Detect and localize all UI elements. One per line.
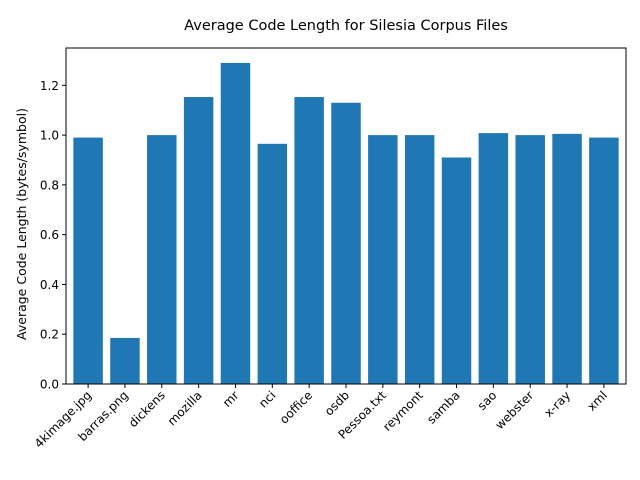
- y-tick-label: 0.8: [40, 178, 59, 192]
- y-axis-label: Average Code Length (bytes/symbol): [14, 108, 29, 340]
- chart-title: Average Code Length for Silesia Corpus F…: [184, 18, 508, 34]
- bar-sao: [478, 133, 509, 384]
- y-tick-label: 0.4: [40, 278, 59, 292]
- bar-dickens: [147, 135, 177, 384]
- bar-osdb: [331, 102, 361, 384]
- bar-ooffice: [294, 97, 324, 384]
- y-tick-label: 0.6: [40, 228, 59, 242]
- bar-webster: [515, 135, 545, 384]
- y-tick-label: 1.0: [40, 129, 59, 143]
- bar-xml: [589, 137, 619, 384]
- bar-Pessoa.txt: [368, 135, 398, 384]
- bars-group: [73, 62, 619, 384]
- bar-4kimage.jpg: [73, 137, 103, 384]
- y-tick-label: 0.0: [40, 378, 59, 392]
- bar-x-ray: [552, 133, 582, 384]
- y-tick-label: 0.2: [40, 328, 59, 342]
- y-axis: 0.0 0.2 0.4 0.6 0.8 1.0 1.2: [40, 79, 66, 392]
- bar-barras.png: [110, 337, 140, 384]
- bar-samba: [441, 157, 472, 384]
- bar-nci: [257, 143, 288, 384]
- bar-mr: [220, 62, 251, 384]
- plot-frame: [65, 47, 627, 385]
- y-tick-label: 1.2: [40, 79, 59, 93]
- bar-reymont: [404, 135, 435, 384]
- bar-mozilla: [183, 97, 214, 384]
